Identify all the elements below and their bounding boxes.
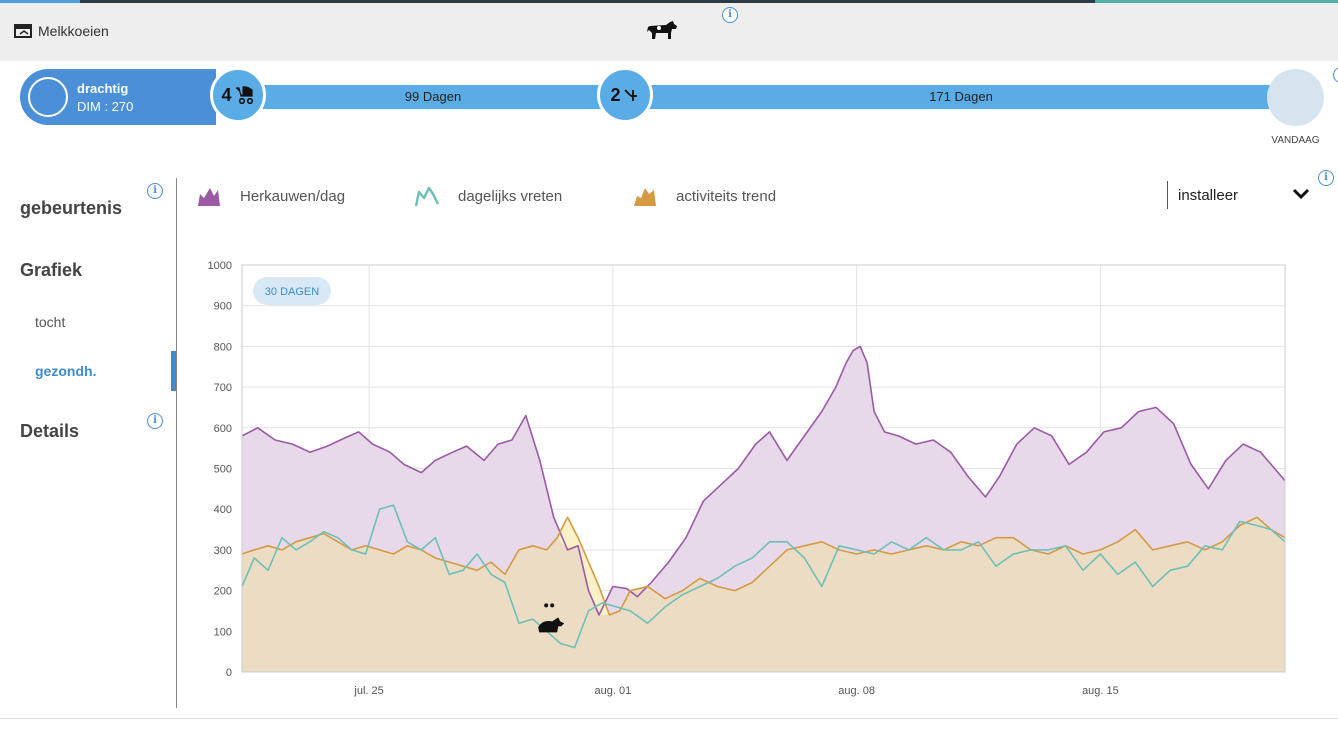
rumination-line: [241, 345, 1286, 616]
dim-label: DIM : 270: [77, 99, 134, 114]
y-tick-label: 1000: [208, 260, 232, 272]
legend-label: Herkauwen/dag: [240, 187, 346, 205]
y-tick-label: 500: [214, 464, 232, 476]
calving-count: 4: [221, 84, 232, 105]
cow-icon: [647, 21, 677, 39]
x-tick-label: aug. 15: [1082, 685, 1119, 697]
chart-areas: [242, 346, 1285, 672]
sick-cow-icon[interactable]: [538, 603, 565, 633]
back-label: Melkkoeien: [38, 23, 109, 39]
dropdown-value: installeer: [1178, 187, 1239, 204]
header-bar: Melkkoeien i: [0, 3, 1338, 61]
activity-line: [241, 516, 1286, 616]
chevron-down-icon: [1292, 188, 1310, 200]
range-badge[interactable]: 30 DAGEN: [253, 277, 331, 305]
line-icon: [414, 186, 440, 207]
calving-node[interactable]: 4: [210, 67, 266, 123]
area-icon: [634, 188, 656, 206]
legend-item-activity[interactable]: activiteits trend: [632, 183, 776, 209]
sidebar-item-chart[interactable]: Grafiek: [20, 260, 83, 280]
plot-border: [241, 264, 1286, 673]
legend-label: dagelijks vreten: [458, 187, 563, 205]
today-node[interactable]: [1267, 69, 1324, 126]
chart-lines: [241, 345, 1286, 649]
sidebar-item-heat[interactable]: tocht: [35, 314, 66, 330]
dropdown-info-icon[interactable]: i: [1318, 170, 1334, 186]
feeding-line: [241, 504, 1286, 649]
x-tick-label: aug. 08: [838, 685, 875, 697]
today-label: VANDAAG: [1271, 135, 1320, 146]
timeline-info-icon[interactable]: i: [1333, 67, 1338, 83]
segment1-label: 99 Dagen: [404, 89, 462, 104]
legend-item-feeding[interactable]: dagelijks vreten: [414, 183, 562, 209]
insemination-node[interactable]: 2: [597, 67, 653, 123]
chart-axes: 0 100 200 300 400 500 600 700 800 900 1000 jul. 25 a…: [208, 260, 1119, 697]
area-icon: [198, 188, 220, 206]
installeer-dropdown[interactable]: installeer: [1167, 181, 1318, 209]
segment2-label: 171 Dagen: [929, 89, 993, 104]
activity-area: [242, 517, 1285, 672]
insemination-icon: [623, 89, 637, 101]
info-icon[interactable]: i: [722, 7, 738, 23]
events-info-icon[interactable]: i: [147, 183, 163, 199]
sidebar-item-events[interactable]: gebeurtenis: [20, 198, 123, 218]
folder-back-icon: [14, 24, 32, 38]
y-tick-label: 100: [214, 626, 232, 638]
range-badge-label: 30 DAGEN: [265, 286, 319, 298]
y-tick-label: 800: [214, 341, 232, 353]
sidebar-item-health[interactable]: gezondh.: [35, 363, 97, 379]
y-tick-label: 0: [226, 667, 232, 679]
legend-label: activiteits trend: [676, 187, 777, 205]
y-tick-label: 400: [214, 504, 232, 516]
y-tick-label: 200: [214, 586, 232, 598]
lactation-timeline: drachtig DIM : 270 4 99 Dagen 2 171 Dage…: [0, 61, 1338, 156]
details-info-icon[interactable]: i: [147, 413, 163, 429]
sidebar: gebeurtenis i Grafiek tocht gezondh. Det…: [0, 170, 177, 710]
x-tick-label: jul. 25: [353, 685, 383, 697]
health-chart: 0 100 200 300 400 500 600 700 800 900 1000 jul. 25 a…: [208, 260, 1286, 697]
y-tick-label: 900: [214, 301, 232, 313]
active-indicator: [171, 351, 176, 391]
legend-item-rumination[interactable]: Herkauwen/dag: [196, 183, 345, 209]
stroller-icon: [235, 86, 253, 105]
status-label: drachtig: [77, 81, 129, 96]
status-pill: drachtig DIM : 270: [20, 69, 216, 125]
top-accent-line: [0, 0, 1338, 3]
timeline-track: [240, 85, 1290, 109]
sidebar-item-details[interactable]: Details: [20, 421, 80, 441]
y-tick-label: 600: [214, 423, 232, 435]
y-tick-label: 700: [214, 382, 232, 394]
insemination-count: 2: [610, 84, 621, 105]
footer-divider: [0, 718, 1338, 719]
sidebar-divider: [176, 178, 177, 708]
y-tick-label: 300: [214, 545, 232, 557]
status-ring-icon: [28, 77, 68, 117]
back-to-herd-button[interactable]: Melkkoeien: [14, 23, 109, 39]
x-tick-label: aug. 01: [595, 685, 632, 697]
